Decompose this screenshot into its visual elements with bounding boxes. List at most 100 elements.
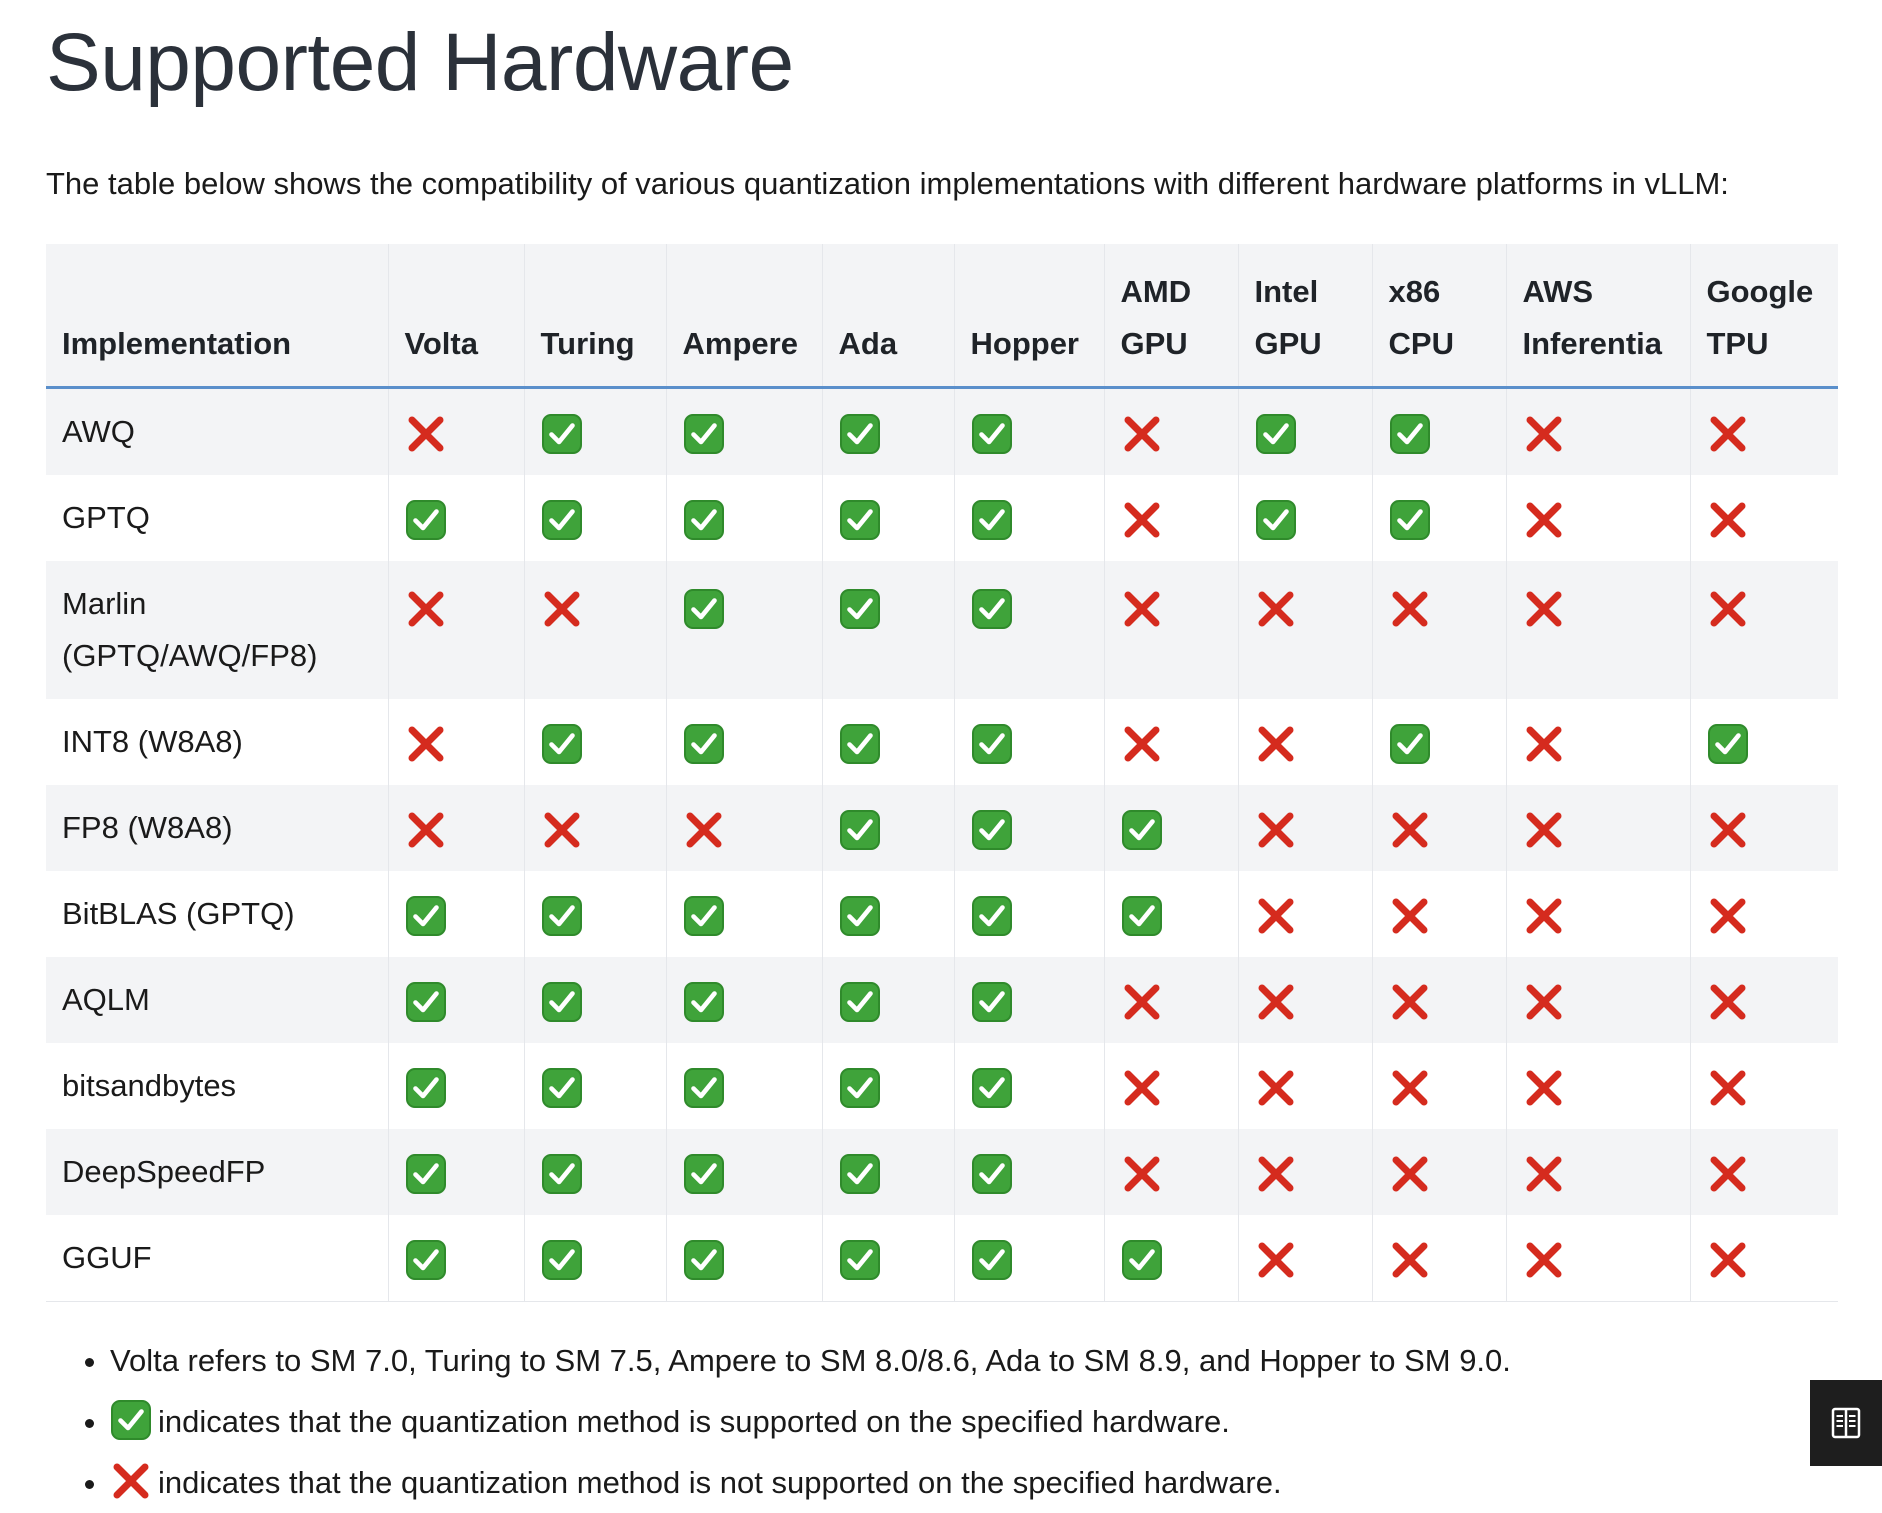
support-cell [1237, 957, 1372, 1043]
support-cell [953, 785, 1104, 871]
support-cell [953, 561, 1104, 699]
support-cell [387, 1215, 524, 1302]
check-mark-icon [971, 413, 1013, 455]
column-header-label: Intel [1254, 274, 1319, 309]
check-mark-icon [541, 981, 583, 1023]
support-cell [821, 387, 954, 475]
implementation-name: Marlin [62, 586, 147, 621]
support-cell [821, 475, 954, 561]
support-cell [1371, 387, 1506, 475]
support-cell [1103, 1215, 1238, 1302]
column-header-label: Ada [838, 326, 898, 361]
support-cell [1237, 387, 1372, 475]
column-header-label: TPU [1706, 326, 1769, 361]
column-header-label: AMD [1120, 274, 1192, 309]
cross-mark-icon [1121, 723, 1163, 765]
cross-mark-icon [1523, 1239, 1565, 1281]
table-header-row: Implementation Volta Turing Ampere Ada Hopper… [46, 244, 1838, 389]
support-cell [387, 561, 524, 699]
support-cell [523, 1215, 666, 1302]
cross-mark-icon [1389, 1239, 1431, 1281]
check-mark-icon [683, 499, 725, 541]
support-cell [1103, 699, 1238, 785]
note-supported-text: indicates that the quantization method i… [158, 1404, 1230, 1439]
implementation-cell: BitBLAS (GPTQ) [46, 871, 388, 957]
support-cell [1689, 1215, 1838, 1302]
support-cell [1371, 1215, 1506, 1302]
table-row: INT8 (W8A8) [46, 699, 1838, 785]
support-cell [665, 1215, 822, 1302]
cross-mark-icon [1707, 413, 1749, 455]
support-cell [1237, 699, 1372, 785]
check-mark-icon [541, 895, 583, 937]
implementation-cell: FP8 (W8A8) [46, 785, 388, 871]
table-row: AWQ [46, 387, 1838, 475]
read-the-docs-button[interactable] [1810, 1380, 1882, 1466]
cross-mark-icon [1389, 809, 1431, 851]
check-mark-icon [839, 895, 881, 937]
support-cell [1371, 1043, 1506, 1129]
support-cell [953, 1129, 1104, 1215]
column-header: Hopper [953, 244, 1104, 389]
check-mark-icon [839, 809, 881, 851]
check-mark-icon [405, 981, 447, 1023]
support-cell [1371, 957, 1506, 1043]
support-cell [1505, 1215, 1690, 1302]
cross-mark-icon [1121, 1153, 1163, 1195]
check-mark-icon [405, 1067, 447, 1109]
cross-mark-icon [1121, 1067, 1163, 1109]
check-mark-icon [839, 499, 881, 541]
support-cell [1505, 871, 1690, 957]
page-content: Supported Hardware The table below shows… [46, 0, 1838, 1513]
cross-mark-icon [1121, 413, 1163, 455]
check-mark-icon [405, 1153, 447, 1195]
support-cell [665, 785, 822, 871]
support-cell [523, 699, 666, 785]
check-mark-icon [839, 1239, 881, 1281]
support-cell [953, 957, 1104, 1043]
support-cell [665, 1129, 822, 1215]
implementation-name: BitBLAS (GPTQ) [62, 896, 295, 931]
table-row: GGUF [46, 1215, 1838, 1302]
support-cell [387, 871, 524, 957]
support-cell [387, 387, 524, 475]
support-cell [953, 1043, 1104, 1129]
check-mark-icon [839, 588, 881, 630]
note-sm-versions: Volta refers to SM 7.0, Turing to SM 7.5… [110, 1330, 1838, 1391]
cross-mark-icon [1707, 981, 1749, 1023]
support-cell [1103, 1129, 1238, 1215]
column-header: AWS Inferentia [1505, 244, 1690, 389]
intro-paragraph: The table below shows the compatibility … [46, 166, 1729, 201]
support-cell [1237, 785, 1372, 871]
cross-mark-icon [1255, 723, 1297, 765]
support-cell [1371, 871, 1506, 957]
implementation-name: AWQ [62, 414, 135, 449]
cross-mark-icon [1523, 809, 1565, 851]
check-mark-icon [971, 1067, 1013, 1109]
support-cell [1371, 561, 1506, 699]
support-cell [821, 1043, 954, 1129]
cross-mark-icon [1707, 809, 1749, 851]
support-cell [1103, 785, 1238, 871]
column-header-label: Implementation [62, 326, 292, 361]
cross-mark-icon [1121, 981, 1163, 1023]
implementation-cell: Marlin (GPTQ/AWQ/FP8) [46, 561, 388, 699]
table-row: AQLM [46, 957, 1838, 1043]
check-mark-icon [971, 499, 1013, 541]
hardware-compatibility-table: Implementation Volta Turing Ampere Ada Hopper… [46, 244, 1838, 1302]
check-mark-icon [683, 723, 725, 765]
cross-mark-icon [1389, 588, 1431, 630]
implementation-name: INT8 (W8A8) [62, 724, 243, 759]
support-cell [1505, 1129, 1690, 1215]
check-mark-icon [1255, 413, 1297, 455]
cross-mark-icon [683, 809, 725, 851]
cross-mark-icon [405, 588, 447, 630]
support-cell [1103, 475, 1238, 561]
support-cell [953, 1215, 1104, 1302]
check-mark-icon [971, 723, 1013, 765]
support-cell [1237, 1129, 1372, 1215]
implementation-name: bitsandbytes [62, 1068, 237, 1103]
column-header-label: GPU [1120, 326, 1188, 361]
cross-mark-icon [1523, 895, 1565, 937]
support-cell [1689, 871, 1838, 957]
